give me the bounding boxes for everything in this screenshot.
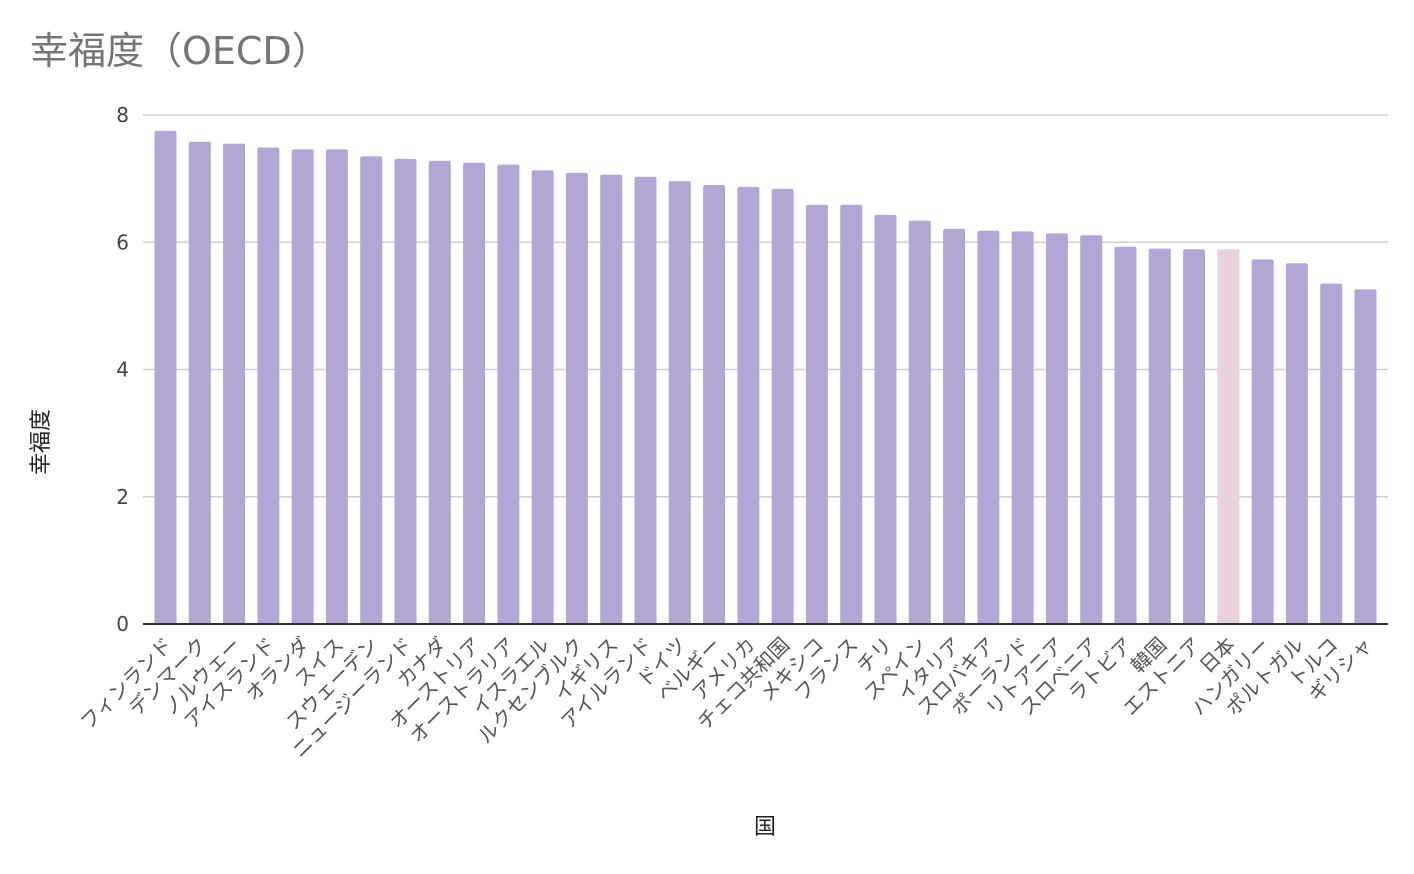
bar bbox=[497, 164, 520, 624]
bar bbox=[463, 162, 486, 624]
bar bbox=[1285, 263, 1308, 624]
bar bbox=[943, 228, 966, 624]
x-axis-category-labels: フィンランドデンマークノルウェーアイスランドオランダスイススウェーデンニュージー… bbox=[75, 633, 1377, 763]
y-tick-label: 4 bbox=[116, 358, 129, 382]
bar bbox=[1217, 249, 1240, 624]
y-tick-label: 2 bbox=[116, 485, 129, 509]
bar bbox=[634, 176, 657, 624]
bar bbox=[565, 172, 588, 624]
bar bbox=[325, 149, 348, 625]
bar bbox=[737, 186, 760, 624]
bar bbox=[1183, 249, 1206, 624]
y-tick-label: 6 bbox=[116, 230, 129, 254]
bar bbox=[1045, 233, 1068, 624]
bar bbox=[805, 204, 828, 624]
bar bbox=[531, 170, 554, 624]
bar bbox=[428, 160, 451, 624]
bar bbox=[771, 188, 794, 624]
bar bbox=[1354, 289, 1377, 624]
bar bbox=[360, 156, 383, 625]
bar bbox=[1080, 235, 1103, 624]
bar bbox=[908, 220, 931, 624]
x-axis-title: 国 bbox=[754, 815, 776, 840]
y-tick-label: 0 bbox=[116, 612, 129, 636]
bar bbox=[1114, 246, 1137, 624]
bar bbox=[1148, 248, 1171, 625]
bar bbox=[840, 204, 863, 624]
bar bbox=[977, 230, 1000, 625]
bar bbox=[154, 130, 177, 624]
bar bbox=[600, 174, 623, 624]
gridlines bbox=[143, 114, 1388, 498]
bar bbox=[257, 147, 280, 624]
bar bbox=[394, 158, 417, 624]
bars bbox=[154, 130, 1377, 625]
bar bbox=[668, 181, 691, 625]
bar bbox=[188, 141, 211, 624]
y-axis-ticks: 0 2 4 6 8 bbox=[116, 103, 129, 636]
bar bbox=[291, 149, 314, 625]
bar bbox=[1011, 231, 1034, 624]
chart-title: 幸福度（OECD） bbox=[30, 29, 330, 73]
bar bbox=[703, 184, 726, 625]
y-axis-title: 幸福度 bbox=[29, 409, 54, 475]
bar bbox=[1251, 259, 1274, 624]
bar bbox=[223, 143, 246, 624]
bar bbox=[1320, 283, 1343, 624]
y-tick-label: 8 bbox=[116, 103, 129, 127]
bar bbox=[874, 214, 897, 624]
